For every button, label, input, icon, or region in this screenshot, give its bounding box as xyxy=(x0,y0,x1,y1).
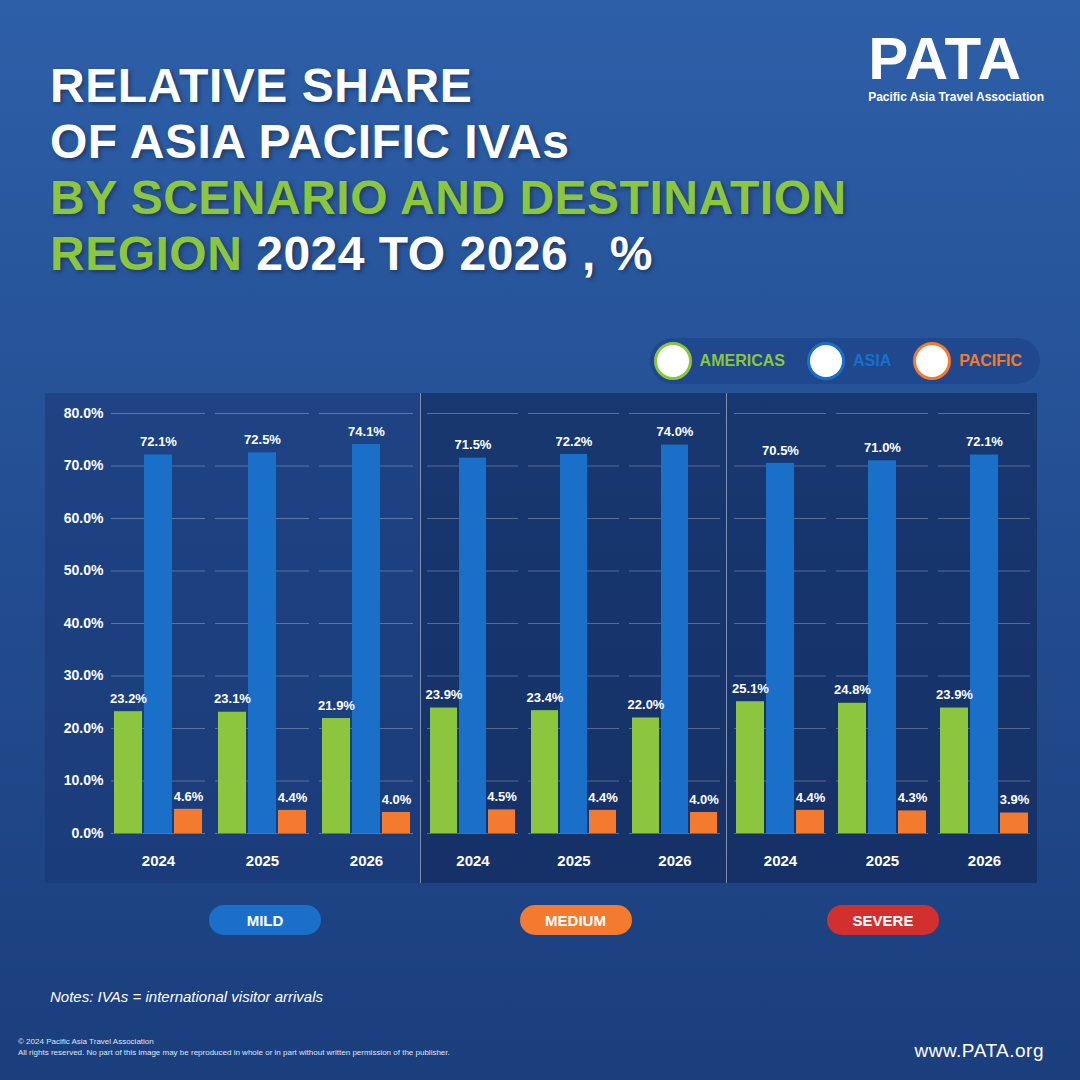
html-text:PACIFIC: PACIFIC xyxy=(959,352,1022,369)
svg-text:4.6%: 4.6% xyxy=(174,789,204,804)
html-text:© 2024 Pacific Asia Travel Ass: © 2024 Pacific Asia Travel Association xyxy=(18,1037,154,1046)
svg-text:25.1%: 25.1% xyxy=(732,681,769,696)
svg-text:23.4%: 23.4% xyxy=(527,690,564,705)
svg-text:24.8%: 24.8% xyxy=(834,682,871,697)
html-text:All rights reserved. No part o: All rights reserved. No part of this ima… xyxy=(18,1048,450,1057)
svg-text:20.0%: 20.0% xyxy=(64,720,104,736)
html-text:AMERICAS: AMERICAS xyxy=(699,352,785,369)
svg-text:10.0%: 10.0% xyxy=(64,772,104,788)
svg-text:2026: 2026 xyxy=(350,852,383,869)
html-text:OF ASIA PACIFIC IVAs: OF ASIA PACIFIC IVAs xyxy=(50,115,570,168)
svg-text:4.3%: 4.3% xyxy=(898,790,928,805)
html-text:SEVERE: SEVERE xyxy=(852,911,914,929)
svg-text:80.0%: 80.0% xyxy=(64,405,104,421)
svg-text:72.1%: 72.1% xyxy=(140,434,177,449)
svg-text:50.0%: 50.0% xyxy=(64,562,104,578)
svg-text:4.4%: 4.4% xyxy=(796,790,826,805)
svg-text:72.5%: 72.5% xyxy=(244,432,281,447)
svg-text:4.0%: 4.0% xyxy=(382,792,412,807)
svg-text:60.0%: 60.0% xyxy=(64,510,104,526)
svg-text:71.0%: 71.0% xyxy=(864,440,901,455)
html-text:Pacific Asia Travel Associatio: Pacific Asia Travel Association xyxy=(868,90,1044,104)
svg-text:23.1%: 23.1% xyxy=(214,691,251,706)
html-text:MILD: MILD xyxy=(246,911,284,929)
svg-text:70.5%: 70.5% xyxy=(762,443,799,458)
html-text:www.PATA.org: www.PATA.org xyxy=(914,1040,1044,1061)
html-text:BY SCENARIO AND DESTINATION: BY SCENARIO AND DESTINATION xyxy=(50,171,847,224)
html-text:ASIA: ASIA xyxy=(853,352,892,369)
html-text:MEDIUM: MEDIUM xyxy=(545,911,606,929)
svg-text:2024: 2024 xyxy=(456,852,490,869)
svg-text:4.4%: 4.4% xyxy=(278,790,308,805)
svg-text:4.0%: 4.0% xyxy=(689,792,719,807)
svg-text:72.1%: 72.1% xyxy=(966,434,1003,449)
svg-text:2025: 2025 xyxy=(557,852,590,869)
svg-text:23.9%: 23.9% xyxy=(426,687,463,702)
html-text:RELATIVE SHARE: RELATIVE SHARE xyxy=(50,59,473,112)
svg-text:0.0%: 0.0% xyxy=(72,825,104,841)
svg-text:74.1%: 74.1% xyxy=(348,424,385,439)
html-text:Notes: IVAs = international vi: Notes: IVAs = international visitor arri… xyxy=(50,988,323,1005)
svg-text:22.0%: 22.0% xyxy=(628,697,665,712)
svg-text:71.5%: 71.5% xyxy=(455,437,492,452)
svg-text:2026: 2026 xyxy=(968,852,1001,869)
svg-text:2024: 2024 xyxy=(142,852,176,869)
svg-text:21.9%: 21.9% xyxy=(318,698,355,713)
svg-text:3.9%: 3.9% xyxy=(1000,792,1030,807)
svg-text:23.9%: 23.9% xyxy=(936,687,973,702)
svg-text:72.2%: 72.2% xyxy=(556,434,593,449)
svg-text:2026: 2026 xyxy=(658,852,691,869)
svg-text:4.5%: 4.5% xyxy=(487,789,517,804)
svg-text:40.0%: 40.0% xyxy=(64,615,104,631)
svg-text:2025: 2025 xyxy=(246,852,279,869)
svg-text:30.0%: 30.0% xyxy=(64,667,104,683)
svg-text:2024: 2024 xyxy=(764,852,798,869)
html-text:PATA: PATA xyxy=(868,25,1023,92)
svg-text:70.0%: 70.0% xyxy=(64,457,104,473)
svg-text:23.2%: 23.2% xyxy=(110,691,147,706)
svg-text:4.4%: 4.4% xyxy=(588,790,618,805)
html-text:REGION 2024 TO 2026 , %: REGION 2024 TO 2026 , % xyxy=(50,227,653,280)
svg-text:2025: 2025 xyxy=(866,852,899,869)
svg-text:74.0%: 74.0% xyxy=(657,424,694,439)
